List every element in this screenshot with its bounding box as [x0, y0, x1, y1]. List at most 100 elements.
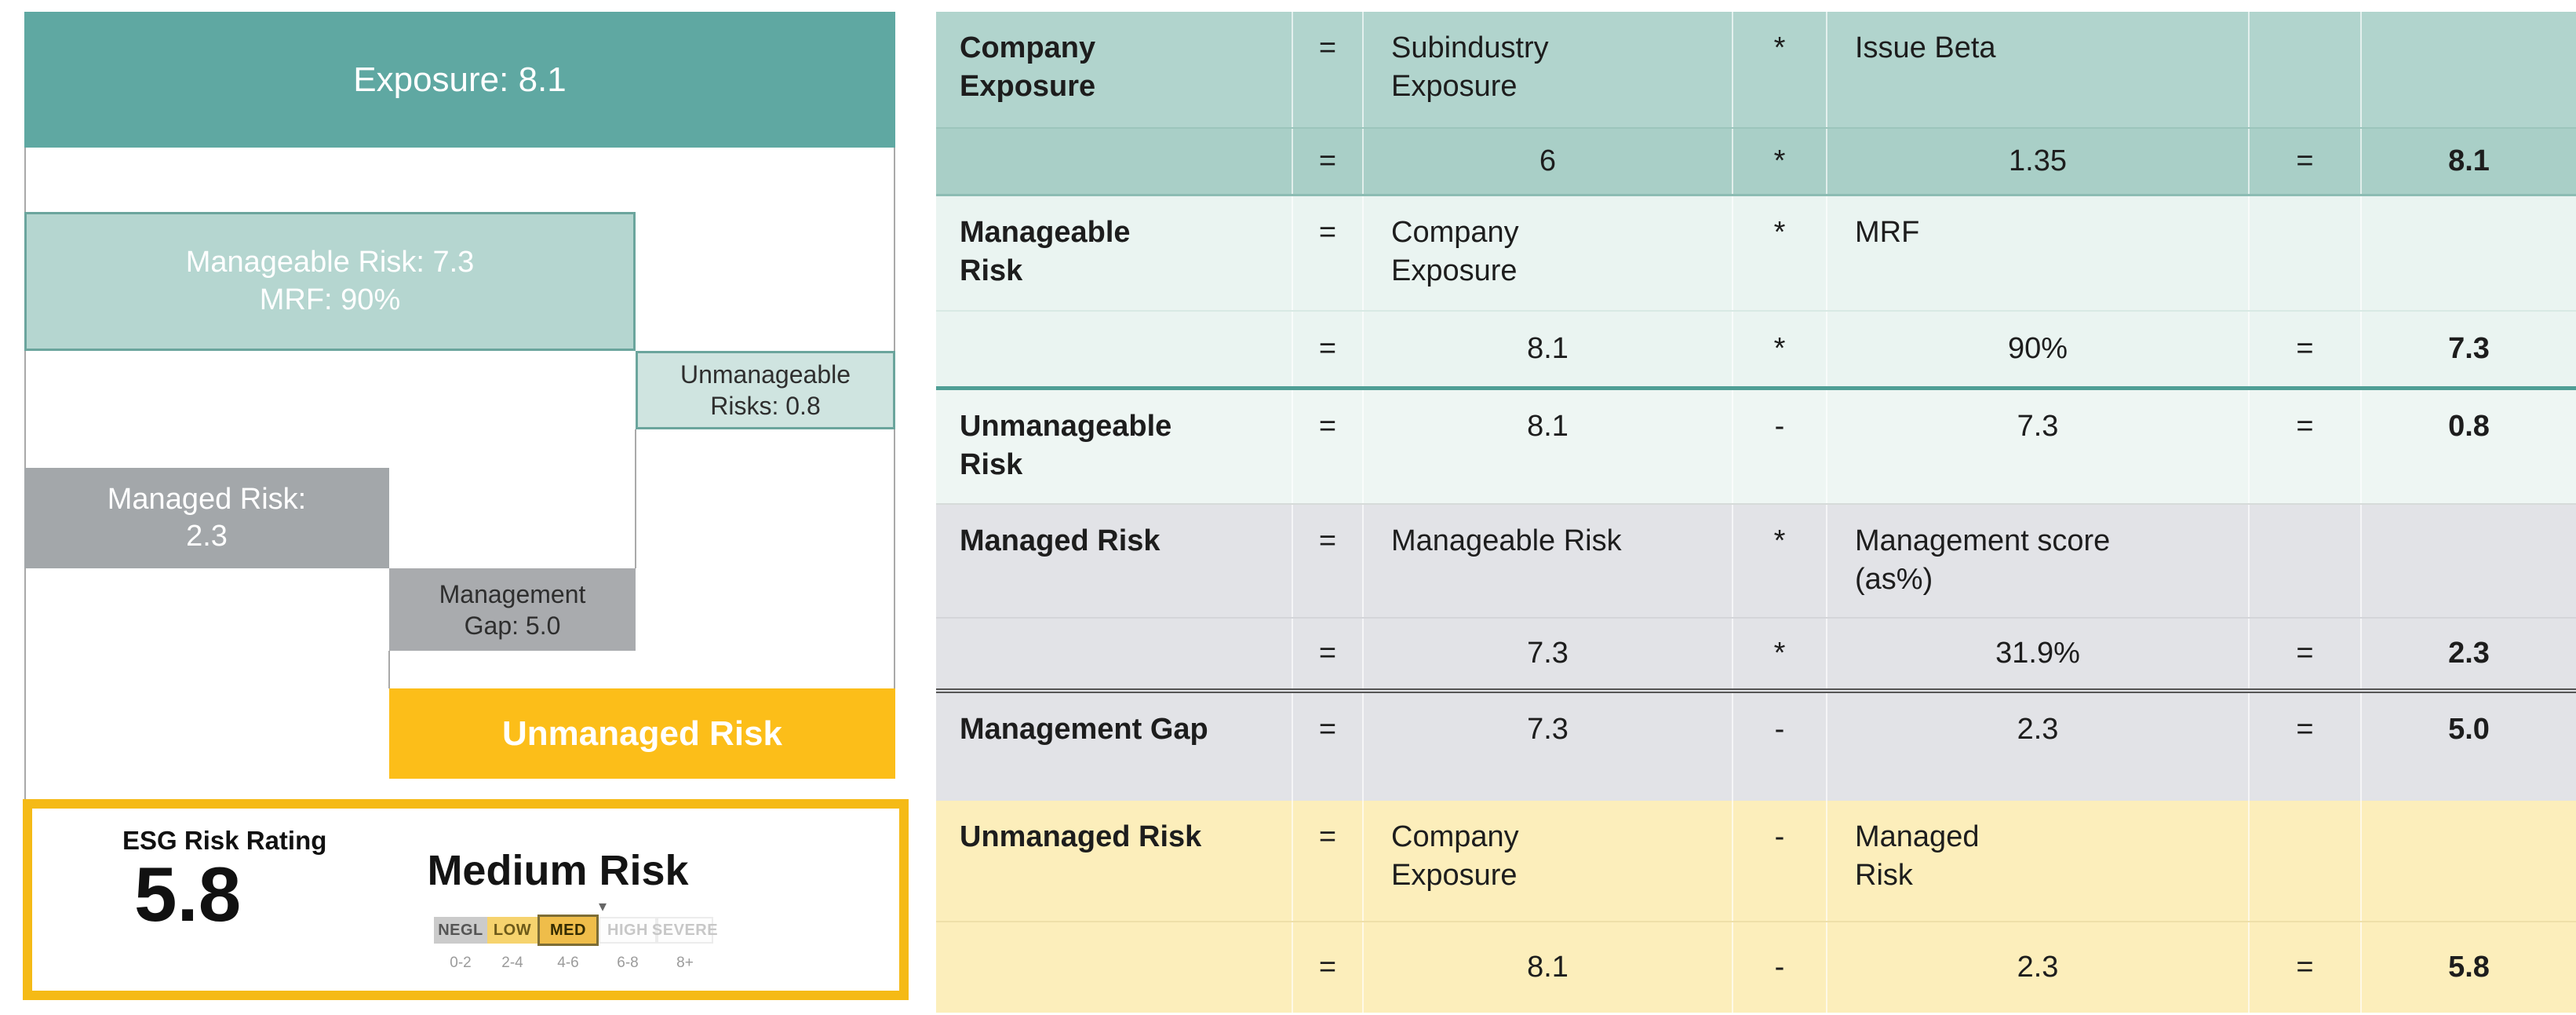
calc-table: Company Exposure = Subindustry Exposure … — [936, 12, 2576, 1013]
row-label — [936, 312, 1293, 386]
row-label: Manageable Risk — [936, 196, 1293, 310]
table-row-unmanageable-risk: Unmanageable Risk = 8.1 - 7.3 = 0.8 — [936, 390, 2576, 505]
table-row-manageable-risk: Manageable Risk = Company Exposure * MRF — [936, 196, 2576, 312]
unmanaged-risk-bar: Unmanaged Risk — [389, 688, 895, 779]
result-value — [2362, 505, 2576, 617]
unmanageable-risks-bar-label: Unmanageable Risks: 0.8 — [680, 360, 851, 420]
equals-sign: = — [1293, 390, 1364, 503]
equals-sign: = — [1293, 801, 1364, 921]
operand-1: 7.3 — [1364, 693, 1733, 801]
operator: * — [1733, 12, 1827, 127]
equals-sign: = — [1293, 619, 1364, 688]
equals-sign-2 — [2250, 505, 2362, 617]
operator: * — [1733, 196, 1827, 310]
equals-sign-2: = — [2250, 390, 2362, 503]
equals-sign: = — [1293, 196, 1364, 310]
risk-scale-ranges: 0-2 2-4 4-6 6-8 8+ — [377, 951, 770, 975]
operand-1: 7.3 — [1364, 619, 1733, 688]
equals-sign: = — [1293, 312, 1364, 386]
manageable-risk-bar-label: Manageable Risk: 7.3 MRF: 90% — [185, 246, 475, 316]
operand-2: 2.3 — [1827, 693, 2250, 801]
management-gap-bar-label: Management Gap: 5.0 — [439, 579, 586, 640]
operand-1: Company Exposure — [1364, 196, 1733, 310]
operator: * — [1733, 312, 1827, 386]
operand-1: 6 — [1364, 129, 1733, 194]
equals-sign-2 — [2250, 196, 2362, 310]
connector-line-gap — [388, 651, 390, 688]
operand-1: 8.1 — [1364, 390, 1733, 503]
scale-pill-high: HIGH — [599, 917, 657, 944]
equals-sign-2: = — [2250, 922, 2362, 1013]
esg-risk-category: Medium Risk — [427, 847, 689, 894]
result-value: 5.8 — [2448, 951, 2490, 984]
equals-sign: = — [1293, 693, 1364, 801]
scale-pill-severe: SEVERE — [652, 917, 718, 944]
equals-sign: = — [1293, 505, 1364, 617]
table-row-managed-risk-values: = 7.3 * 31.9% = 2.3 — [936, 619, 2576, 693]
table-row-company-exposure-values: = 6 * 1.35 = 8.1 — [936, 129, 2576, 196]
exposure-bar-label: Exposure: 8.1 — [353, 60, 567, 99]
operand-1: Subindustry Exposure — [1364, 12, 1733, 127]
equals-sign-2 — [2250, 801, 2362, 921]
scale-range-negl: 0-2 — [450, 955, 472, 971]
result-value: 8.1 — [2448, 144, 2490, 178]
operand-2: 2.3 — [1827, 922, 2250, 1013]
exposure-bar: Exposure: 8.1 — [24, 12, 895, 148]
operand-2: Managed Risk — [1827, 801, 2250, 921]
managed-risk-bar: Managed Risk: 2.3 — [24, 468, 389, 568]
risk-scale: ▾ NEGL LOW MED HIGH SEVERE — [377, 898, 770, 946]
result-value — [2362, 196, 2576, 310]
management-gap-bar: Management Gap: 5.0 — [389, 568, 636, 651]
equals-sign: = — [1293, 129, 1364, 194]
table-row-manageable-risk-values: = 8.1 * 90% = 7.3 — [936, 312, 2576, 390]
row-label — [936, 619, 1293, 688]
equals-sign-2: = — [2250, 129, 2362, 194]
row-label: Company Exposure — [936, 12, 1293, 127]
esg-rating-title: ESG Risk Rating — [122, 826, 327, 855]
equals-sign-2: = — [2250, 312, 2362, 386]
operand-1: Company Exposure — [1364, 801, 1733, 921]
equals-sign-2: = — [2250, 619, 2362, 688]
operand-2: 90% — [1827, 312, 2250, 386]
row-label: Managed Risk — [936, 505, 1293, 617]
table-row-management-gap: Management Gap = 7.3 - 2.3 = 5.0 — [936, 693, 2576, 801]
operator: * — [1733, 619, 1827, 688]
operator: * — [1733, 505, 1827, 617]
result-value — [2362, 12, 2576, 127]
result-value — [2362, 801, 2576, 921]
esg-rating-card: ESG Risk Rating 5.8 Medium Risk ▾ NEGL L… — [23, 799, 909, 1000]
equals-sign-2: = — [2250, 693, 2362, 801]
operator: * — [1733, 129, 1827, 194]
result-value: 0.8 — [2448, 410, 2490, 443]
equals-sign: = — [1293, 12, 1364, 127]
scale-pill-low: LOW — [487, 917, 537, 944]
row-label — [936, 922, 1293, 1013]
row-label: Management Gap — [936, 693, 1293, 801]
result-value: 2.3 — [2448, 637, 2490, 670]
scale-range-med: 4-6 — [557, 955, 579, 971]
result-value: 7.3 — [2448, 332, 2490, 366]
scale-range-severe: 8+ — [676, 955, 694, 971]
scale-pill-med-selected: MED — [537, 915, 599, 946]
operand-1: Manageable Risk — [1364, 505, 1733, 617]
unmanageable-risks-bar: Unmanageable Risks: 0.8 — [636, 351, 895, 429]
managed-risk-bar-label: Managed Risk: 2.3 — [107, 482, 307, 553]
table-row-managed-risk: Managed Risk = Manageable Risk * Managem… — [936, 505, 2576, 619]
operand-2: Issue Beta — [1827, 12, 2250, 127]
connector-line-mid — [635, 429, 636, 568]
scale-range-high: 6-8 — [617, 955, 639, 971]
row-label: Unmanageable Risk — [936, 390, 1293, 503]
rating-pointer-icon: ▾ — [599, 898, 607, 915]
operand-2: 31.9% — [1827, 619, 2250, 688]
row-label: Unmanaged Risk — [936, 801, 1293, 921]
operand-1: 8.1 — [1364, 312, 1733, 386]
equals-sign-2 — [2250, 12, 2362, 127]
operand-2: MRF — [1827, 196, 2250, 310]
table-row-unmanaged-risk-values: = 8.1 - 2.3 = 5.8 — [936, 922, 2576, 1013]
scale-range-low: 2-4 — [501, 955, 523, 971]
operator: - — [1733, 922, 1827, 1013]
unmanaged-risk-bar-label: Unmanaged Risk — [502, 714, 782, 753]
result-value: 5.0 — [2448, 713, 2490, 746]
equals-sign: = — [1293, 922, 1364, 1013]
